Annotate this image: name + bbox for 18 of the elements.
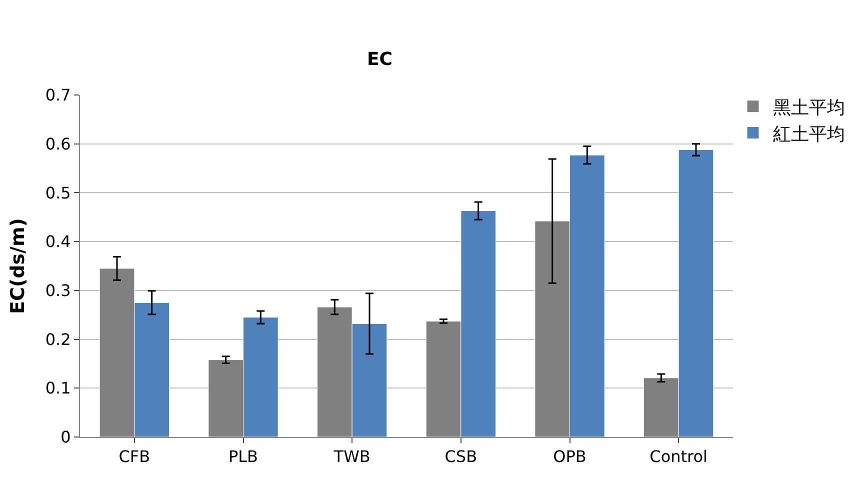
x-tick-label: PLB [228, 447, 258, 466]
legend-label: 黑土平均 [773, 97, 845, 118]
y-tick-label: 0.2 [45, 330, 71, 349]
y-tick-label: 0.3 [45, 281, 71, 300]
y-tick-label: 0 [60, 428, 71, 447]
y-tick-label: 0.6 [45, 134, 71, 154]
x-tick-label: CFB [118, 447, 150, 466]
chart-title: EC [366, 49, 392, 70]
y-tick-label: 0.7 [45, 86, 71, 105]
y-axis-title: EC(ds/m) [7, 218, 30, 314]
x-tick-label: CSB [444, 447, 478, 466]
y-tick-label: 0.5 [45, 183, 71, 202]
y-tick-label: 0.4 [45, 232, 71, 252]
x-tick-label: Control [650, 447, 708, 466]
y-tick-label: 0.1 [45, 378, 71, 398]
x-tick-label: OPB [553, 447, 586, 466]
x-tick-label: TWB [332, 447, 370, 466]
legend-label: 紅土平均 [773, 124, 845, 145]
